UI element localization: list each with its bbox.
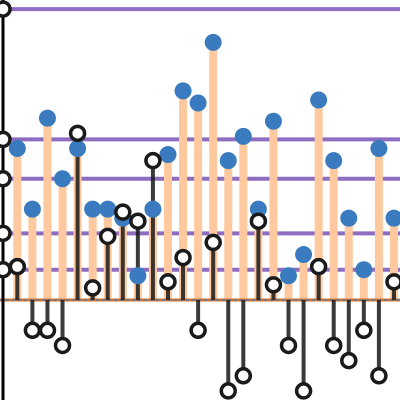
series-1-point-14 bbox=[204, 33, 222, 51]
series-2-point-9 bbox=[129, 212, 147, 230]
series-2-point-19 bbox=[279, 336, 298, 355]
series-1-point-3 bbox=[38, 109, 56, 127]
series-1-point-15 bbox=[219, 152, 237, 170]
series-2-point-12 bbox=[174, 248, 192, 267]
series-2-point-25 bbox=[370, 367, 388, 385]
series-1-point-17 bbox=[249, 200, 267, 218]
series-2-point-23 bbox=[340, 351, 358, 370]
series-1-markers-layer bbox=[8, 33, 400, 285]
series-1-point-12 bbox=[174, 82, 192, 100]
series-2-point-16 bbox=[234, 367, 253, 385]
axis-marker-1 bbox=[0, 260, 12, 279]
series-2-point-15 bbox=[219, 382, 237, 400]
series-2-point-7 bbox=[98, 227, 117, 246]
series-1-point-19 bbox=[280, 267, 298, 285]
series-2-markers-layer bbox=[8, 124, 400, 400]
series-2-point-4 bbox=[53, 336, 72, 355]
series-1-point-21 bbox=[310, 91, 328, 109]
series-1-point-16 bbox=[234, 127, 252, 145]
series-2-point-20 bbox=[294, 382, 313, 400]
series-2-point-13 bbox=[189, 321, 207, 340]
series-1-point-22 bbox=[325, 152, 343, 170]
series-2-point-1 bbox=[8, 257, 27, 276]
series-2-point-5 bbox=[68, 124, 87, 143]
series-1-point-6 bbox=[84, 200, 102, 218]
series-2-point-26 bbox=[385, 273, 400, 291]
series-1-point-10 bbox=[144, 200, 162, 218]
series-2-point-22 bbox=[324, 336, 343, 355]
series-1-point-13 bbox=[189, 94, 207, 112]
axis-marker-5 bbox=[0, 0, 12, 18]
series-1-point-24 bbox=[355, 261, 373, 279]
series-1-point-26 bbox=[385, 209, 400, 227]
series-1-point-23 bbox=[340, 209, 358, 227]
series-1-point-2 bbox=[23, 200, 41, 218]
series-2-point-3 bbox=[38, 321, 57, 340]
series-1-point-9 bbox=[129, 267, 147, 285]
series-1-point-7 bbox=[99, 200, 117, 218]
series-1-point-1 bbox=[8, 139, 26, 157]
series-2-point-2 bbox=[23, 321, 42, 340]
series-2-point-6 bbox=[83, 279, 102, 297]
series-2-point-11 bbox=[159, 273, 177, 291]
series-1-stems-layer bbox=[13, 42, 398, 300]
series-1-point-20 bbox=[295, 246, 313, 264]
axis-marker-3 bbox=[0, 170, 12, 188]
series-2-point-24 bbox=[355, 321, 373, 340]
axis-marker-4 bbox=[0, 130, 12, 149]
series-2-point-17 bbox=[249, 212, 268, 230]
y-axis-layer bbox=[0, 0, 12, 400]
series-1-point-5 bbox=[69, 139, 87, 157]
series-1-point-18 bbox=[264, 112, 282, 130]
series-1-point-11 bbox=[159, 146, 177, 164]
series-2-point-21 bbox=[309, 257, 328, 276]
series-1-point-25 bbox=[370, 139, 388, 157]
series-2-point-10 bbox=[144, 151, 162, 170]
series-2-point-18 bbox=[264, 276, 283, 294]
series-2-point-8 bbox=[114, 203, 132, 221]
axis-marker-2 bbox=[0, 224, 12, 243]
series-1-point-4 bbox=[54, 170, 72, 188]
series-2-point-14 bbox=[204, 233, 222, 252]
